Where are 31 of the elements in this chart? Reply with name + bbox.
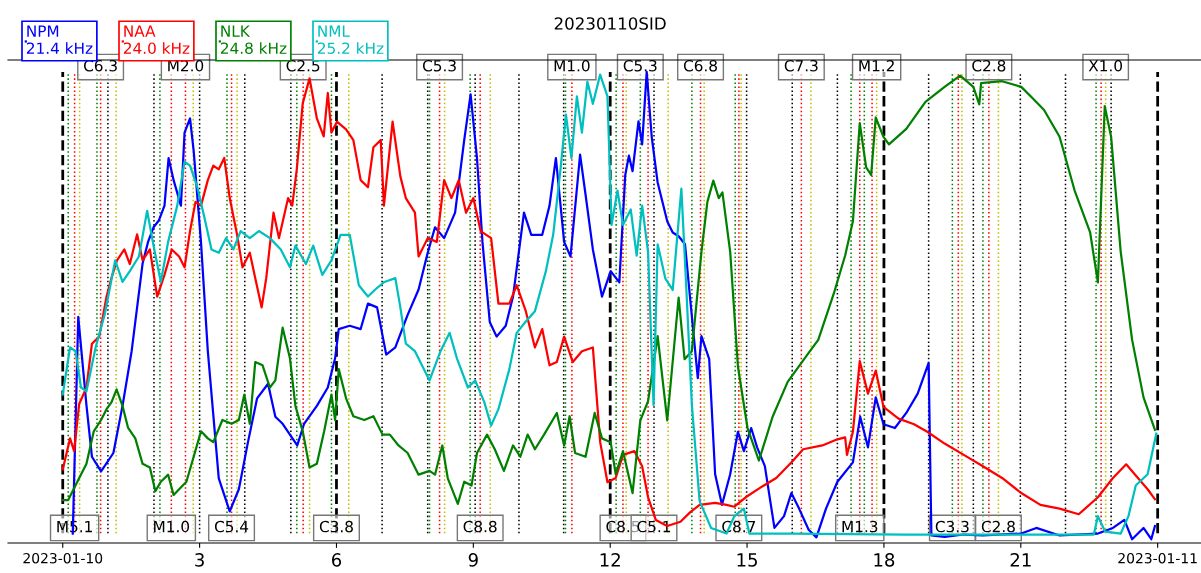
legend-label: NML 25.2 kHz [317, 25, 384, 54]
annotation: C5.3 [422, 59, 456, 72]
annotation: C3.8 [319, 520, 353, 533]
x-tick-label: 12 [600, 553, 620, 567]
x-tick-label: 3 [195, 553, 204, 567]
x-tick-label: 6 [331, 553, 342, 567]
x-tick-label: 2023-01-11 [1118, 552, 1197, 564]
x-tick-label: 18 [874, 553, 895, 567]
annotation: C2.8 [981, 520, 1015, 533]
annotation: C8.8 [463, 520, 497, 533]
annotation: C2.8 [972, 59, 1006, 72]
x-tick-label: 2023-01-10 [23, 552, 103, 564]
annotation: C8.5 [606, 520, 640, 533]
legend-label: NLK 24.8 kHz [220, 25, 287, 54]
annotation: C3.3 [935, 520, 969, 533]
legend-label: NPM 21.4 kHz [26, 25, 93, 54]
annotation: M1.0 [154, 520, 190, 533]
annotation: C6.8 [683, 59, 717, 72]
annotation: X1.0 [1088, 59, 1123, 72]
x-tick-label: 9 [468, 553, 478, 567]
x-tick-label: 21 [1010, 553, 1031, 567]
annotation: M1.3 [842, 520, 878, 533]
annotation: C5.1 [637, 520, 671, 533]
legend-label: NAA 24.0 kHz [123, 25, 190, 54]
chart-title: 20230110SID [554, 17, 666, 30]
annotation: C5.4 [214, 520, 249, 533]
annotation: M1.0 [554, 59, 590, 72]
annotation: C7.3 [784, 59, 818, 72]
annotation: M1.2 [859, 59, 894, 72]
x-tick-label: 15 [737, 553, 757, 567]
annotation: C5.3 [623, 59, 657, 72]
